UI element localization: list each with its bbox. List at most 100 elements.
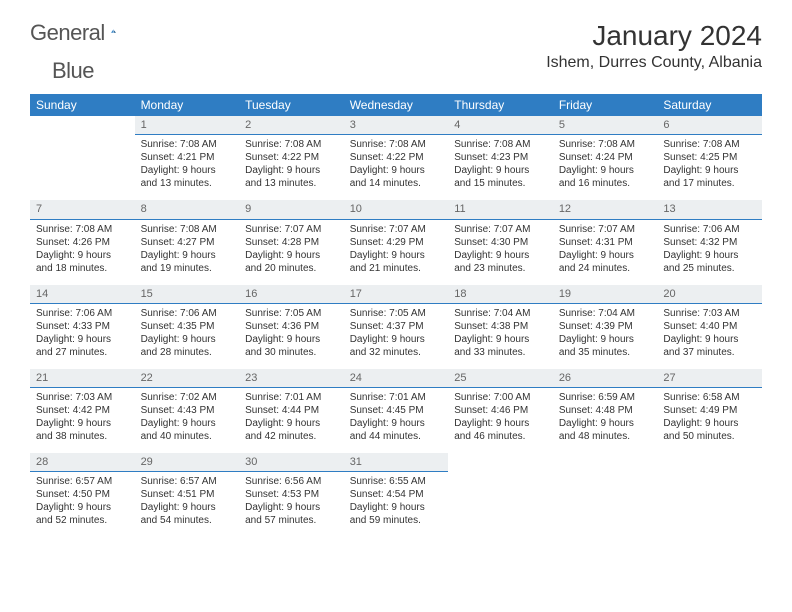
calendar-day-cell: 21 Sunrise: 7:03 AMSunset: 4:42 PMDayligh… bbox=[30, 369, 135, 453]
day-number: 24 bbox=[344, 369, 449, 388]
day-number: 10 bbox=[344, 200, 449, 219]
weekday-header: Saturday bbox=[657, 94, 762, 116]
sunrise-line: Sunrise: 7:08 AM bbox=[141, 223, 234, 236]
day-number: 20 bbox=[657, 285, 762, 304]
calendar-day-cell: 12Sunrise: 7:07 AMSunset: 4:31 PMDayligh… bbox=[553, 200, 658, 284]
sunset-line: Sunset: 4:45 PM bbox=[350, 404, 443, 417]
sunset-line: Sunset: 4:26 PM bbox=[36, 236, 129, 249]
sunrise-line: Sunrise: 7:06 AM bbox=[141, 307, 234, 320]
calendar-day-cell: 31Sunrise: 6:55 AMSunset: 4:54 PMDayligh… bbox=[344, 453, 449, 537]
sunrise-line: Sunrise: 7:02 AM bbox=[141, 391, 234, 404]
sunset-line: Sunset: 4:42 PM bbox=[36, 404, 129, 417]
sunrise-line: Sunrise: 6:55 AM bbox=[350, 475, 443, 488]
sunset-line: Sunset: 4:33 PM bbox=[36, 320, 129, 333]
day-number: 21 bbox=[30, 369, 135, 388]
weekday-header: Monday bbox=[135, 94, 240, 116]
calendar-day-cell: 16Sunrise: 7:05 AMSunset: 4:36 PMDayligh… bbox=[239, 285, 344, 369]
daylight-line: Daylight: 9 hours and 23 minutes. bbox=[454, 249, 547, 275]
day-number: 6 bbox=[657, 116, 762, 135]
calendar-day-cell: 3Sunrise: 7:08 AMSunset: 4:22 PMDaylight… bbox=[344, 116, 449, 200]
sunset-line: Sunset: 4:24 PM bbox=[559, 151, 652, 164]
weekday-header: Sunday bbox=[30, 94, 135, 116]
daylight-line: Daylight: 9 hours and 52 minutes. bbox=[36, 501, 129, 527]
day-body: Sunrise: 7:07 AMSunset: 4:30 PMDaylight:… bbox=[448, 220, 553, 285]
calendar-day-cell: 26Sunrise: 6:59 AMSunset: 4:48 PMDayligh… bbox=[553, 369, 658, 453]
calendar-day-cell: 11Sunrise: 7:07 AMSunset: 4:30 PMDayligh… bbox=[448, 200, 553, 284]
day-number: 14 bbox=[30, 285, 135, 304]
sunset-line: Sunset: 4:39 PM bbox=[559, 320, 652, 333]
calendar-day-cell: 29Sunrise: 6:57 AMSunset: 4:51 PMDayligh… bbox=[135, 453, 240, 537]
day-number: 28 bbox=[30, 453, 135, 472]
day-body: Sunrise: 7:08 AMSunset: 4:26 PMDaylight:… bbox=[30, 220, 135, 285]
sunset-line: Sunset: 4:21 PM bbox=[141, 151, 234, 164]
day-body: Sunrise: 7:08 AMSunset: 4:27 PMDaylight:… bbox=[135, 220, 240, 285]
calendar-day-cell: 1Sunrise: 7:08 AMSunset: 4:21 PMDaylight… bbox=[135, 116, 240, 200]
sunrise-line: Sunrise: 6:57 AM bbox=[141, 475, 234, 488]
calendar-day-cell: 4Sunrise: 7:08 AMSunset: 4:23 PMDaylight… bbox=[448, 116, 553, 200]
calendar-day-cell: 23Sunrise: 7:01 AMSunset: 4:44 PMDayligh… bbox=[239, 369, 344, 453]
brand-word1: General bbox=[30, 20, 105, 46]
sunset-line: Sunset: 4:29 PM bbox=[350, 236, 443, 249]
sunrise-line: Sunrise: 7:08 AM bbox=[350, 138, 443, 151]
day-number: 3 bbox=[344, 116, 449, 135]
sunrise-line: Sunrise: 6:59 AM bbox=[559, 391, 652, 404]
sunrise-line: Sunrise: 6:56 AM bbox=[245, 475, 338, 488]
sunset-line: Sunset: 4:49 PM bbox=[663, 404, 756, 417]
day-number: 4 bbox=[448, 116, 553, 135]
daylight-line: Daylight: 9 hours and 38 minutes. bbox=[36, 417, 129, 443]
sunrise-line: Sunrise: 7:07 AM bbox=[559, 223, 652, 236]
calendar-day-cell: 27Sunrise: 6:58 AMSunset: 4:49 PMDayligh… bbox=[657, 369, 762, 453]
sunrise-line: Sunrise: 7:03 AM bbox=[36, 391, 129, 404]
daylight-line: Daylight: 9 hours and 59 minutes. bbox=[350, 501, 443, 527]
calendar-day-cell: 5Sunrise: 7:08 AMSunset: 4:24 PMDaylight… bbox=[553, 116, 658, 200]
day-number: 13 bbox=[657, 200, 762, 219]
daylight-line: Daylight: 9 hours and 54 minutes. bbox=[141, 501, 234, 527]
calendar-day-cell: 2Sunrise: 7:08 AMSunset: 4:22 PMDaylight… bbox=[239, 116, 344, 200]
day-body: Sunrise: 7:00 AMSunset: 4:46 PMDaylight:… bbox=[448, 388, 553, 453]
sunrise-line: Sunrise: 7:07 AM bbox=[245, 223, 338, 236]
sunset-line: Sunset: 4:22 PM bbox=[245, 151, 338, 164]
calendar-day-cell: 8Sunrise: 7:08 AMSunset: 4:27 PMDaylight… bbox=[135, 200, 240, 284]
brand-word2: Blue bbox=[52, 58, 94, 84]
sunset-line: Sunset: 4:32 PM bbox=[663, 236, 756, 249]
daylight-line: Daylight: 9 hours and 15 minutes. bbox=[454, 164, 547, 190]
day-body: Sunrise: 7:08 AMSunset: 4:25 PMDaylight:… bbox=[657, 135, 762, 200]
calendar-day-cell: 18Sunrise: 7:04 AMSunset: 4:38 PMDayligh… bbox=[448, 285, 553, 369]
brand-sail-icon bbox=[111, 22, 116, 40]
sunrise-line: Sunrise: 7:05 AM bbox=[245, 307, 338, 320]
day-body: Sunrise: 7:08 AMSunset: 4:22 PMDaylight:… bbox=[344, 135, 449, 200]
calendar-day-cell bbox=[657, 453, 762, 537]
sunrise-line: Sunrise: 7:06 AM bbox=[36, 307, 129, 320]
calendar-day-cell: 9Sunrise: 7:07 AMSunset: 4:28 PMDaylight… bbox=[239, 200, 344, 284]
day-number: 19 bbox=[553, 285, 658, 304]
weekday-header: Tuesday bbox=[239, 94, 344, 116]
day-number: 22 bbox=[135, 369, 240, 388]
day-number: 9 bbox=[239, 200, 344, 219]
day-number: 12 bbox=[553, 200, 658, 219]
daylight-line: Daylight: 9 hours and 50 minutes. bbox=[663, 417, 756, 443]
sunrise-line: Sunrise: 7:08 AM bbox=[559, 138, 652, 151]
calendar-day-cell: 22Sunrise: 7:02 AMSunset: 4:43 PMDayligh… bbox=[135, 369, 240, 453]
day-body: Sunrise: 6:55 AMSunset: 4:54 PMDaylight:… bbox=[344, 472, 449, 537]
calendar-head: SundayMondayTuesdayWednesdayThursdayFrid… bbox=[30, 94, 762, 116]
day-number: 17 bbox=[344, 285, 449, 304]
day-number: 11 bbox=[448, 200, 553, 219]
calendar-week-row: 7Sunrise: 7:08 AMSunset: 4:26 PMDaylight… bbox=[30, 200, 762, 284]
sunset-line: Sunset: 4:51 PM bbox=[141, 488, 234, 501]
sunset-line: Sunset: 4:30 PM bbox=[454, 236, 547, 249]
daylight-line: Daylight: 9 hours and 44 minutes. bbox=[350, 417, 443, 443]
sunrise-line: Sunrise: 7:06 AM bbox=[663, 223, 756, 236]
calendar-day-cell: 15Sunrise: 7:06 AMSunset: 4:35 PMDayligh… bbox=[135, 285, 240, 369]
sunset-line: Sunset: 4:43 PM bbox=[141, 404, 234, 417]
day-number: 26 bbox=[553, 369, 658, 388]
day-body: Sunrise: 7:08 AMSunset: 4:22 PMDaylight:… bbox=[239, 135, 344, 200]
location-text: Ishem, Durres County, Albania bbox=[546, 54, 762, 72]
day-number: 23 bbox=[239, 369, 344, 388]
calendar-week-row: 1Sunrise: 7:08 AMSunset: 4:21 PMDaylight… bbox=[30, 116, 762, 200]
day-body: Sunrise: 6:57 AMSunset: 4:51 PMDaylight:… bbox=[135, 472, 240, 537]
daylight-line: Daylight: 9 hours and 14 minutes. bbox=[350, 164, 443, 190]
day-number: 31 bbox=[344, 453, 449, 472]
daylight-line: Daylight: 9 hours and 20 minutes. bbox=[245, 249, 338, 275]
sunset-line: Sunset: 4:50 PM bbox=[36, 488, 129, 501]
sunrise-line: Sunrise: 7:08 AM bbox=[245, 138, 338, 151]
